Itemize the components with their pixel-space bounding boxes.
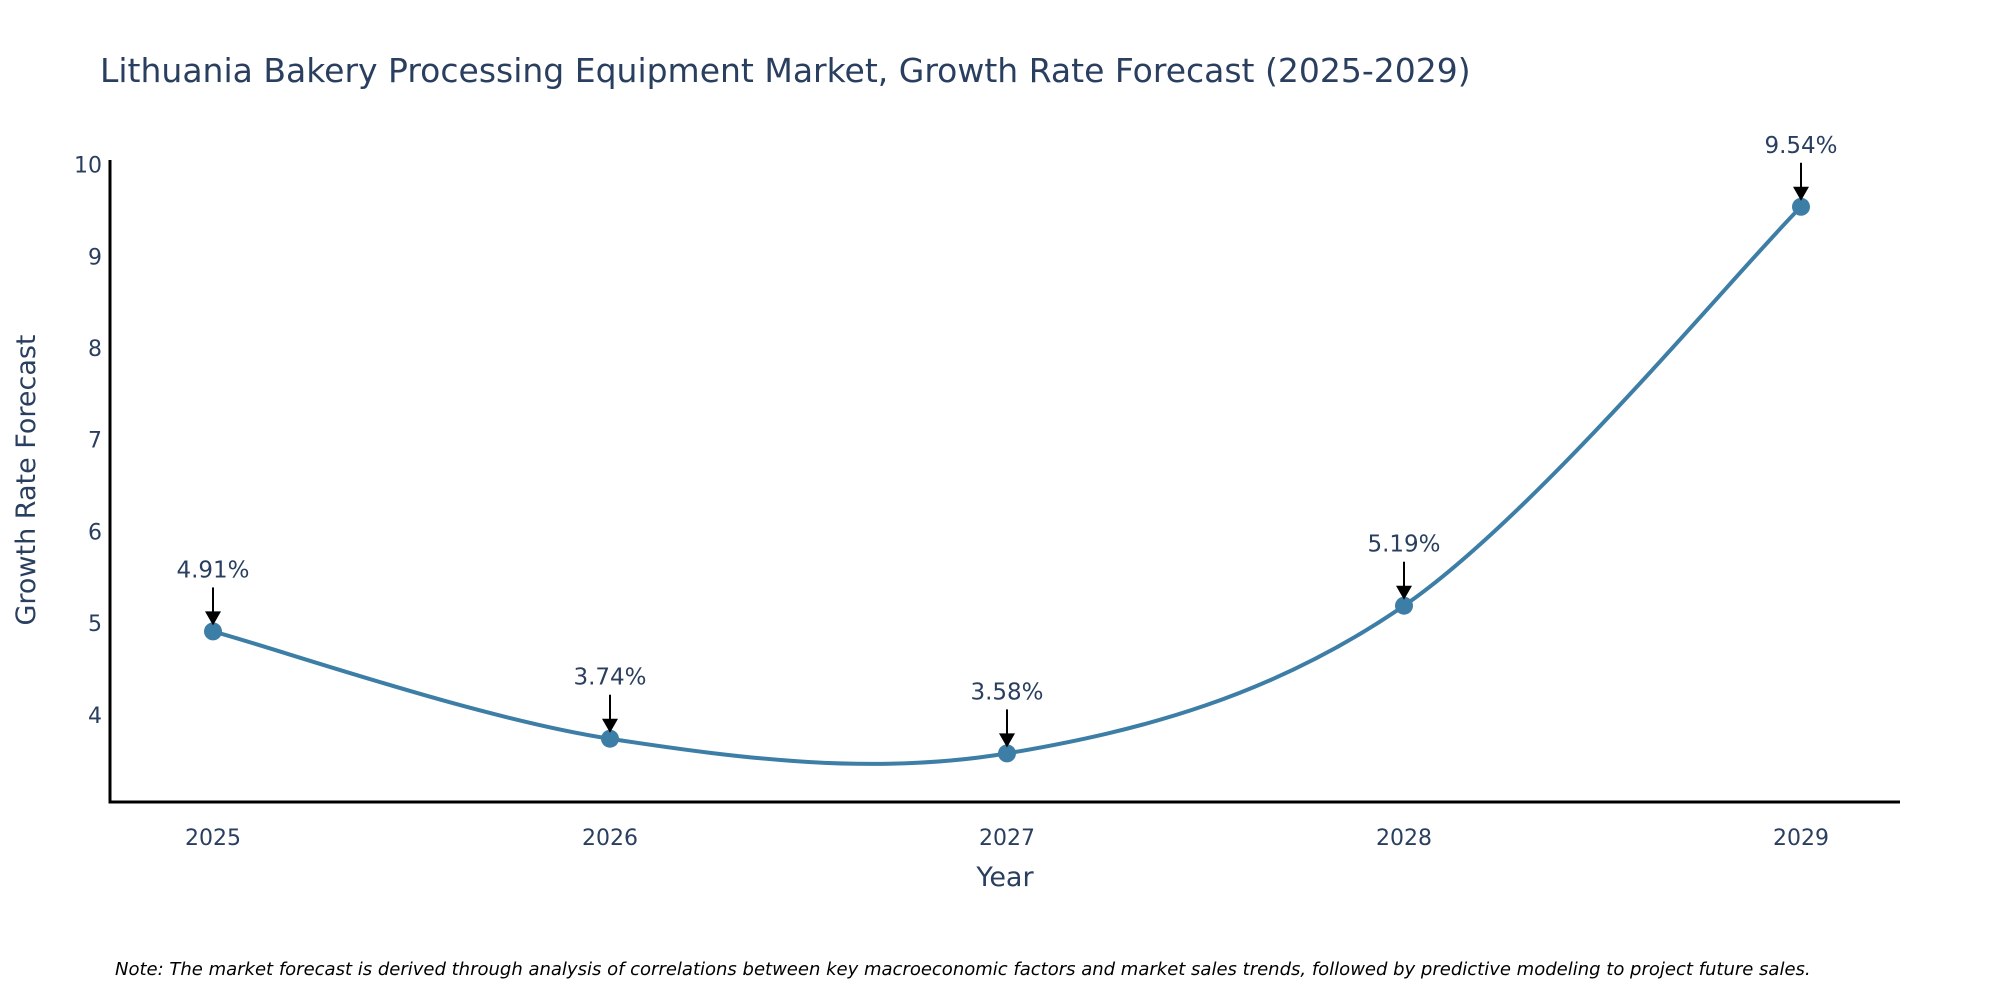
data-label: 3.74%: [573, 665, 646, 691]
x-tick-label: 2027: [979, 826, 1035, 851]
series-line: [212, 205, 1803, 766]
annotation-arrow-head: [1793, 186, 1809, 201]
chart-footnote: Note: The market forecast is derived thr…: [115, 959, 1811, 980]
y-tick-label: 8: [88, 337, 102, 362]
data-point-marker: [204, 622, 222, 641]
data-label: 3.58%: [970, 679, 1043, 705]
y-tick-label: 10: [74, 154, 102, 179]
data-point-marker: [1395, 596, 1413, 615]
x-tick-label: 2029: [1773, 826, 1829, 851]
x-tick-label: 2028: [1376, 826, 1432, 851]
data-point-marker: [998, 744, 1016, 763]
annotation-arrow-head: [205, 611, 221, 626]
annotation-arrow-head: [602, 718, 618, 733]
y-tick-label: 7: [88, 429, 102, 454]
data-point-marker: [1792, 197, 1810, 216]
data-label: 4.91%: [176, 557, 249, 583]
y-axis-title: Growth Rate Forecast: [11, 334, 42, 625]
data-label: 9.54%: [1764, 133, 1837, 159]
data-point-marker: [601, 729, 619, 748]
y-tick-label: 9: [88, 245, 102, 270]
plot-area: 4 5 6 7 8 9 10 2025 2026 2027 2028 2029 4.91% 3.74% 3.…: [74, 133, 1900, 851]
y-tick-label: 4: [88, 704, 102, 729]
annotation-arrow-head: [999, 733, 1015, 748]
x-axis-title: Year: [975, 862, 1034, 893]
chart-title: Lithuania Bakery Processing Equipment Ma…: [100, 51, 1471, 90]
x-tick-label: 2025: [185, 826, 241, 851]
x-tick-label: 2026: [582, 826, 638, 851]
data-label: 5.19%: [1367, 532, 1440, 558]
annotation-arrow-head: [1396, 585, 1412, 600]
y-tick-label: 5: [88, 612, 102, 637]
y-tick-label: 6: [88, 520, 102, 545]
